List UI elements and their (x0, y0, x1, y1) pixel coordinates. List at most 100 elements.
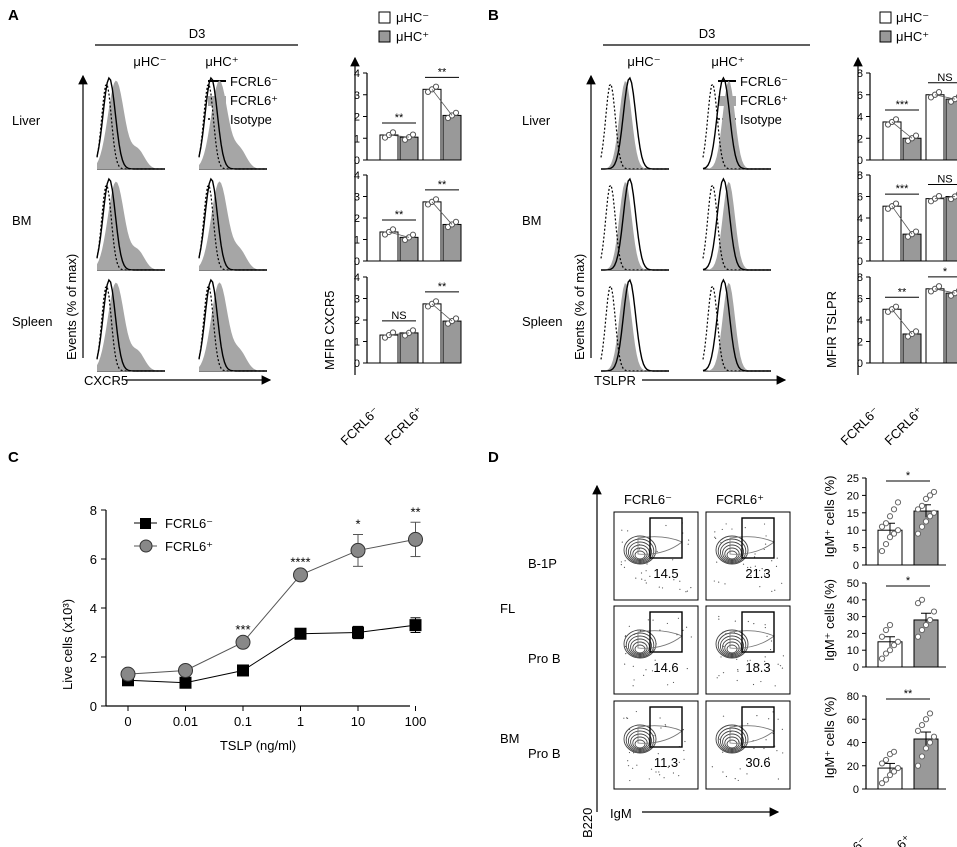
significance-label: ** (438, 66, 447, 78)
event-dot (771, 560, 773, 562)
data-point (452, 315, 460, 322)
event-dot (718, 618, 720, 620)
bar-subplot: 0 2 4 6 8 *** NS (857, 68, 957, 167)
contour (717, 538, 747, 564)
legend-swatch-white (879, 11, 892, 24)
event-dot (768, 718, 770, 720)
event-dot (647, 619, 649, 621)
contour (726, 550, 738, 560)
event-dot (711, 766, 713, 768)
event-dot (731, 528, 733, 530)
panel-b-histograms: D3 μHC⁻ μHC⁺ Liver BM Spleen Events (% o… (522, 26, 810, 388)
data-point (432, 298, 440, 305)
legend-label: μHC⁻ (896, 10, 929, 25)
event-dot (781, 667, 784, 669)
data-point (882, 541, 890, 548)
event-dot (620, 561, 622, 563)
y-tick-label: 4 (857, 315, 863, 327)
panel-label-c: C (8, 449, 19, 466)
row-label: Pro B (528, 746, 561, 761)
y-tick-label: 10 (847, 645, 859, 657)
event-dot (667, 766, 669, 769)
event-dot (718, 581, 720, 583)
event-dot (638, 544, 640, 546)
pair-line (934, 94, 956, 100)
event-dot (758, 664, 760, 666)
event-dot (759, 569, 761, 572)
event-dot (652, 649, 654, 651)
y-tick-label: 0 (354, 256, 360, 268)
event-dot (734, 620, 736, 622)
data-point (922, 716, 930, 723)
y-tick-label: 1 (354, 133, 360, 145)
histogram-cell (198, 76, 267, 170)
significance-label: * (943, 266, 948, 278)
category-label: FCRL6⁻ (338, 404, 383, 449)
legend-marker-circle (139, 539, 153, 553)
event-dot (678, 761, 680, 763)
event-dot (749, 659, 751, 661)
event-dot (722, 749, 724, 752)
data-point (892, 116, 900, 123)
event-dot (722, 771, 724, 773)
panel-label-a: A (8, 7, 19, 24)
event-dot (683, 749, 685, 752)
bar-subplot: IgM⁺ cells (%) 0 5 10 15 20 25 * (822, 470, 946, 572)
y-tick-label: 8 (857, 68, 863, 80)
event-dot (685, 626, 688, 628)
significance-label: NS (937, 174, 952, 186)
event-dot (781, 728, 783, 730)
contour (726, 644, 738, 654)
pair-line (891, 308, 913, 335)
event-dot (688, 539, 690, 541)
data-point (918, 721, 926, 729)
event-dot (624, 635, 627, 637)
event-dot (720, 656, 722, 658)
histogram-fill-fcrl6-pos (703, 181, 771, 270)
event-dot (690, 587, 692, 589)
legend-label: Isotype (740, 112, 782, 127)
y-tick-label: 3 (354, 90, 360, 102)
histogram-cell (96, 76, 165, 170)
y-tick-label: 30 (847, 612, 859, 624)
event-dot (761, 568, 763, 570)
event-dot (626, 648, 628, 650)
flow-frame (613, 605, 699, 695)
event-dot (629, 779, 631, 782)
panel-a-bars: μHC⁻ μHC⁺ MFIR CXCR5 FCRL6⁻ FCRL6⁺ (322, 10, 429, 448)
data-point (914, 506, 922, 513)
event-dot (656, 550, 658, 553)
event-dot (682, 729, 684, 731)
data-point (890, 506, 898, 513)
y-tick-label: 8 (857, 170, 863, 182)
event-dot (726, 539, 728, 541)
gate-percentage: 18.3 (745, 660, 770, 675)
event-dot (650, 747, 652, 749)
data-point (878, 760, 886, 767)
data-point (886, 771, 894, 779)
data-point (409, 231, 417, 238)
event-dot (739, 768, 741, 770)
pair-line (388, 134, 410, 138)
data-point (890, 642, 898, 649)
bar-subplots-a: 0 1 2 3 4 ** ** 0 1 2 3 4 ** ** 0 1 2 3 4 NS ** (354, 66, 462, 370)
data-point (882, 756, 890, 764)
flow-grid-d: 14.5 21.3 14.6 18.3 11.3 30.6 (613, 511, 791, 790)
panel-d-flow: FCRL6⁻ FCRL6⁺ FL BM B-1P Pro B Pro B B22… (500, 484, 780, 838)
data-point-circle (235, 634, 251, 650)
y-tick-label: 20 (847, 761, 859, 773)
legend-label: FCRL6⁻ (740, 74, 788, 89)
event-dot (650, 768, 653, 770)
event-dot (638, 548, 641, 550)
bar (422, 201, 442, 262)
event-dot (750, 566, 752, 568)
y-tick-label: 0 (857, 256, 863, 268)
event-dot (765, 739, 767, 741)
event-dot (722, 715, 725, 717)
gate (649, 517, 683, 559)
bar-subplot: 0 1 2 3 4 ** ** (354, 170, 462, 268)
gate-percentage: 30.6 (745, 755, 770, 770)
histogram-cell (702, 76, 771, 170)
event-dot (720, 736, 722, 738)
